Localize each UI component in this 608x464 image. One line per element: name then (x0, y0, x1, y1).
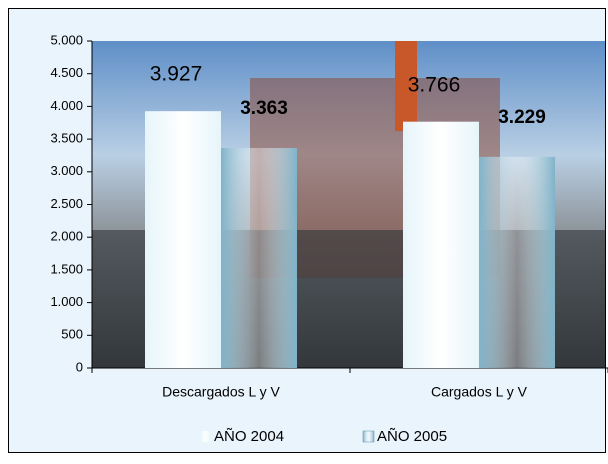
y-tick-label: 1.500 (50, 261, 83, 276)
legend-swatch (363, 431, 374, 442)
y-tick-label: 0 (76, 359, 83, 374)
value-label: 3.363 (240, 98, 288, 119)
legend-label: AÑO 2005 (377, 428, 447, 445)
page: {"chart_data": {"type": "bar", "categori… (0, 0, 608, 459)
y-tick-label: 3.500 (50, 131, 83, 146)
value-label: 3.229 (498, 107, 546, 128)
chart: 0 500 1.000 1.500 2.000 2.500 3.000 3.500 4.000 4… (0, 0, 608, 459)
x-tick-label: Cargados L y V (431, 384, 528, 400)
y-tick-label: 5.000 (50, 32, 83, 47)
bar (479, 157, 555, 368)
value-label: 3.927 (150, 63, 203, 86)
y-tick-label: 1.000 (50, 294, 83, 309)
legend-label: AÑO 2004 (214, 428, 284, 445)
x-tick-label: Descargados L y V (162, 384, 280, 400)
legend-swatch (200, 431, 211, 442)
y-tick-label: 500 (61, 327, 83, 342)
value-label: 3.766 (408, 73, 461, 96)
bar (403, 122, 479, 368)
y-tick-label: 4.000 (50, 98, 83, 113)
y-tick-label: 3.000 (50, 163, 83, 178)
bar (145, 111, 221, 368)
y-tick-label: 2.500 (50, 196, 83, 211)
y-tick-label: 4.500 (50, 65, 83, 80)
bar (221, 148, 297, 368)
y-tick-label: 2.000 (50, 229, 83, 244)
